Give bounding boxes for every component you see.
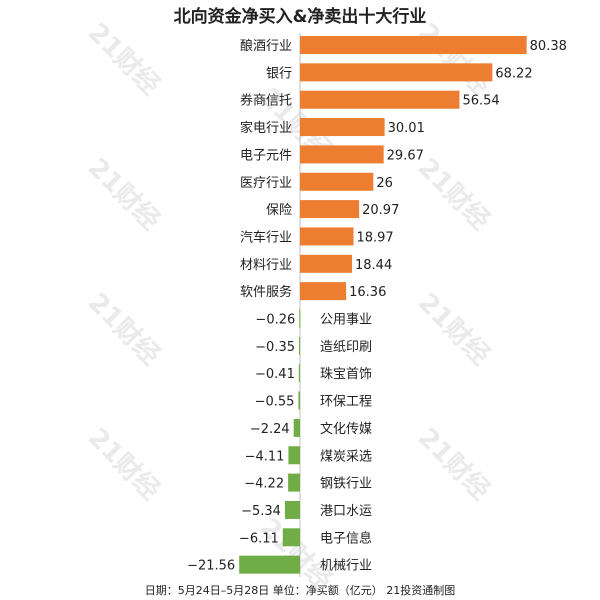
category-label: 电子元件 bbox=[240, 148, 292, 163]
category-label: 公用事业 bbox=[320, 313, 372, 328]
chart-title: 北向资金净买入&净卖出十大行业 bbox=[173, 7, 427, 27]
category-label: 钢铁行业 bbox=[320, 477, 372, 492]
watermark-text: 21财经 bbox=[412, 152, 496, 236]
category-label: 医疗行业 bbox=[240, 176, 292, 191]
value-label: 29.67 bbox=[387, 148, 424, 163]
value-label: −4.22 bbox=[244, 477, 284, 492]
chart-footer: 日期：5月24日–5月28日 单位：净买额（亿元） 21投资通制图 bbox=[144, 584, 456, 597]
bar bbox=[288, 446, 300, 465]
watermark-text: 21财经 bbox=[82, 287, 166, 371]
category-label: 电子信息 bbox=[320, 530, 372, 546]
bar bbox=[300, 254, 353, 273]
bar bbox=[239, 555, 300, 574]
bar bbox=[298, 364, 300, 383]
category-label: 文化传媒 bbox=[320, 422, 372, 437]
bar bbox=[284, 500, 300, 519]
value-label: 20.97 bbox=[362, 203, 399, 218]
value-label: 26 bbox=[376, 176, 393, 191]
watermark-text: 21财经 bbox=[82, 17, 166, 101]
category-label: 酿酒行业 bbox=[240, 38, 292, 54]
bar bbox=[300, 282, 347, 301]
bar bbox=[300, 36, 527, 54]
bar bbox=[300, 118, 385, 137]
value-label: −2.24 bbox=[250, 422, 290, 437]
bar bbox=[298, 391, 300, 410]
value-label: −0.26 bbox=[255, 313, 295, 328]
category-label: 机械行业 bbox=[320, 559, 372, 574]
value-label: −0.41 bbox=[255, 367, 295, 382]
category-label: 汽车行业 bbox=[240, 229, 292, 245]
bar bbox=[300, 63, 493, 82]
category-label: 造纸印刷 bbox=[320, 340, 372, 355]
bar bbox=[300, 200, 360, 219]
category-label: 保险 bbox=[266, 203, 292, 218]
value-label: −6.11 bbox=[239, 531, 279, 546]
bar bbox=[300, 145, 384, 164]
value-label: −5.34 bbox=[241, 504, 281, 519]
bar bbox=[299, 336, 301, 355]
bar bbox=[300, 172, 374, 191]
bar bbox=[293, 418, 300, 437]
category-label: 银行 bbox=[266, 66, 292, 81]
category-label: 材料行业 bbox=[240, 258, 292, 273]
category-label: 珠宝首饰 bbox=[320, 367, 372, 382]
value-label: 80.38 bbox=[530, 39, 567, 54]
value-label: −21.56 bbox=[187, 559, 235, 574]
category-label: 煤炭采选 bbox=[320, 449, 372, 464]
value-label: −4.11 bbox=[245, 449, 285, 464]
category-label: 环保工程 bbox=[320, 395, 372, 410]
category-label: 软件服务 bbox=[240, 284, 292, 300]
bar bbox=[300, 227, 354, 246]
value-label: 18.97 bbox=[356, 230, 393, 245]
value-label: −0.55 bbox=[255, 395, 295, 410]
watermark-text: 21财经 bbox=[412, 17, 496, 101]
bar bbox=[282, 528, 300, 547]
category-label: 家电行业 bbox=[240, 120, 292, 136]
watermark-text: 21财经 bbox=[412, 287, 496, 371]
watermark-text: 21财经 bbox=[82, 152, 166, 236]
category-label: 港口水运 bbox=[320, 504, 372, 519]
bar bbox=[288, 473, 300, 492]
watermark-text: 21财经 bbox=[82, 422, 166, 506]
value-label: 30.01 bbox=[388, 121, 425, 136]
value-label: −0.35 bbox=[255, 340, 295, 355]
value-label: 56.54 bbox=[462, 94, 499, 109]
category-label: 券商信托 bbox=[240, 93, 292, 109]
value-label: 68.22 bbox=[495, 66, 532, 81]
bar bbox=[300, 90, 460, 109]
value-label: 16.36 bbox=[349, 285, 386, 300]
watermark-text: 21财经 bbox=[412, 422, 496, 506]
bar bbox=[299, 309, 301, 328]
value-label: 18.44 bbox=[355, 258, 392, 273]
